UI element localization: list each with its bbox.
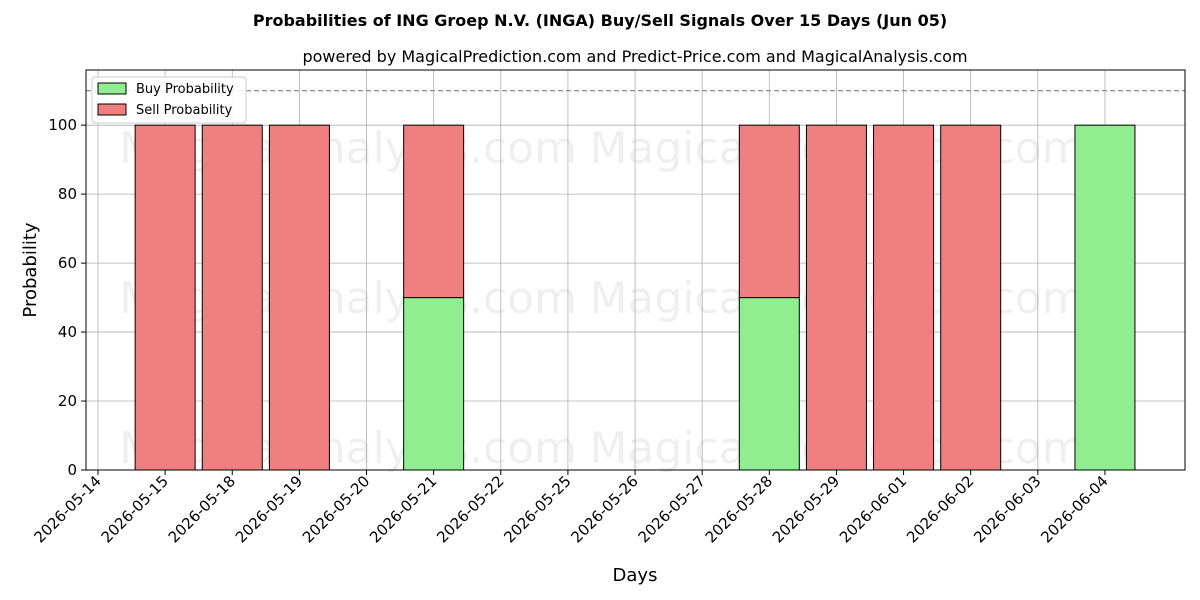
x-tick-label: 2026-05-14 bbox=[30, 472, 104, 546]
x-tick-label: 2026-06-02 bbox=[903, 472, 977, 546]
y-axis-label: Probability bbox=[20, 222, 41, 317]
x-tick-label: 2026-05-27 bbox=[635, 472, 709, 546]
legend-buy-label: Buy Probability bbox=[136, 82, 234, 97]
x-tick-label: 2026-05-22 bbox=[433, 472, 507, 546]
chart-title: Probabilities of ING Groep N.V. (INGA) B… bbox=[253, 11, 947, 30]
buy-bar bbox=[403, 297, 465, 471]
sell-bar bbox=[268, 124, 330, 471]
x-tick-label: 2026-05-15 bbox=[98, 472, 172, 546]
y-tick-label: 100 bbox=[48, 116, 77, 134]
sell-bar bbox=[134, 124, 196, 471]
x-tick-label: 2026-05-28 bbox=[702, 472, 776, 546]
x-tick-label: 2026-06-04 bbox=[1037, 472, 1111, 546]
y-tick-label: 60 bbox=[58, 254, 77, 272]
x-tick-label: 2026-06-03 bbox=[970, 472, 1044, 546]
sell-bar bbox=[873, 124, 935, 471]
x-tick-label: 2026-05-19 bbox=[232, 472, 306, 546]
y-tick-label: 40 bbox=[58, 323, 77, 341]
buy-bar bbox=[1074, 124, 1136, 471]
x-tick-label: 2026-05-21 bbox=[366, 472, 440, 546]
x-tick-label: 2026-05-25 bbox=[500, 472, 574, 546]
sell-bar bbox=[805, 124, 867, 471]
x-axis-label: Days bbox=[613, 565, 658, 586]
buy-bar bbox=[738, 297, 800, 471]
legend-box bbox=[91, 76, 247, 124]
y-tick-label: 0 bbox=[67, 461, 77, 479]
x-tick-label: 2026-05-20 bbox=[299, 472, 373, 546]
y-tick-label: 80 bbox=[58, 185, 77, 203]
x-tick-label: 2026-05-26 bbox=[567, 472, 641, 546]
x-tick-label: 2026-05-18 bbox=[165, 472, 239, 546]
sell-bar bbox=[940, 124, 1002, 471]
legend-sell-label: Sell Probability bbox=[136, 103, 233, 118]
chart-subtitle: powered by MagicalPrediction.com and Pre… bbox=[302, 47, 967, 66]
plot-area: MagicalAnalysis.comMagicalPrediction.com… bbox=[30, 69, 1186, 546]
legend-buy-swatch bbox=[97, 82, 127, 95]
x-tick-label: 2026-06-01 bbox=[836, 472, 910, 546]
legend-sell-swatch bbox=[97, 103, 127, 116]
sell-bar bbox=[738, 124, 800, 299]
y-tick-label: 20 bbox=[58, 392, 77, 410]
sell-bar bbox=[403, 124, 465, 299]
x-tick-label: 2026-05-29 bbox=[769, 472, 843, 546]
sell-bar bbox=[201, 124, 263, 471]
